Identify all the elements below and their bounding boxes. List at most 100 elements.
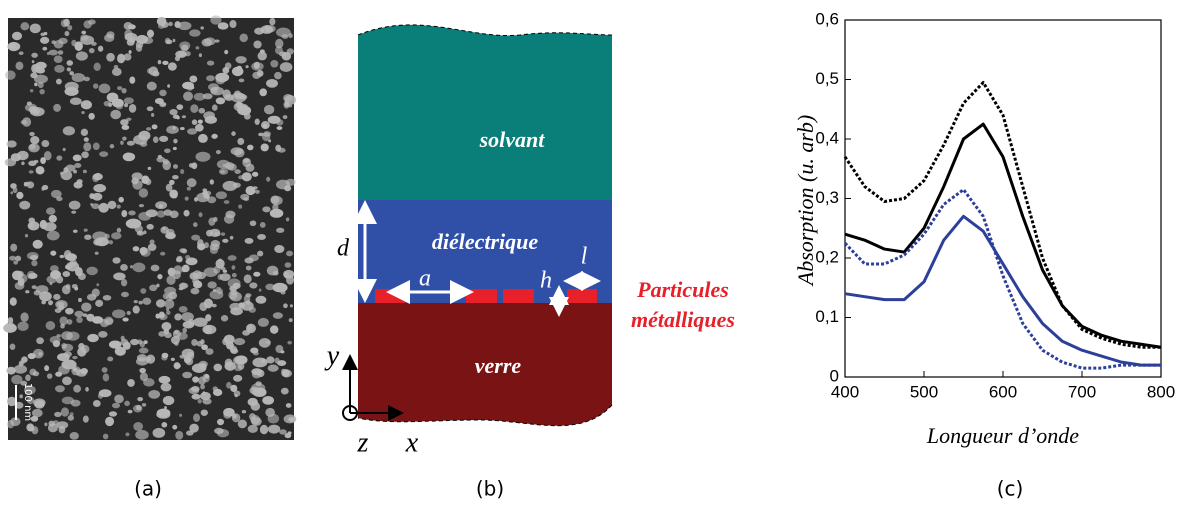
sem-particle (263, 104, 275, 115)
sem-particle (224, 49, 229, 55)
sem-particle (156, 283, 160, 288)
sem-particle (64, 30, 70, 37)
sem-particle (159, 89, 167, 97)
sem-particle (156, 408, 171, 418)
sem-particle (222, 269, 228, 273)
sem-particle (267, 424, 281, 434)
sem-particle (55, 385, 65, 393)
sem-particle (191, 234, 201, 241)
sem-particle (169, 210, 179, 219)
particle (503, 289, 534, 303)
sem-particle (241, 410, 247, 414)
sem-particle (61, 331, 73, 341)
sem-particle (258, 288, 262, 292)
sem-particle (29, 89, 34, 93)
sem-particle (278, 51, 287, 57)
sem-particle (62, 270, 71, 278)
sem-particle (82, 415, 89, 423)
sem-particle (246, 300, 251, 305)
sem-particle (249, 386, 260, 395)
sem-particle (277, 147, 286, 153)
sem-particle (82, 169, 87, 174)
sem-particle (26, 101, 32, 106)
sem-particle (143, 340, 148, 345)
sem-particle (150, 264, 160, 272)
sem-particle (120, 338, 129, 346)
sem-particle (121, 209, 128, 218)
sem-particle (102, 373, 110, 382)
sem-particle (212, 388, 223, 397)
sem-particle (156, 156, 166, 163)
x-tick-label: 500 (910, 382, 938, 401)
sem-particle (15, 61, 24, 71)
sem-particle (71, 366, 81, 376)
sem-particle (204, 37, 216, 46)
sem-particle (174, 341, 179, 346)
sem-particle (140, 247, 151, 257)
sem-particle (256, 250, 264, 257)
sem-particle (168, 21, 173, 27)
sem-particle (223, 214, 235, 224)
sem-particle (78, 297, 82, 303)
sem-particle (81, 302, 92, 312)
sem-particle (281, 34, 289, 40)
sem-particle (43, 31, 48, 36)
sem-particle (168, 291, 178, 300)
sem-particle (89, 193, 95, 200)
sem-particle (228, 290, 238, 300)
sem-particle (72, 355, 78, 360)
sem-particle (222, 163, 227, 168)
sem-particle (126, 39, 135, 46)
sem-particle (80, 34, 89, 41)
sem-particle (98, 83, 111, 94)
sem-particle (244, 237, 254, 244)
sem-particle (124, 103, 129, 108)
sem-particle (186, 352, 195, 360)
sem-particle (63, 249, 72, 260)
sem-particle (157, 60, 162, 65)
sem-particle (110, 109, 122, 120)
sem-particle (122, 317, 129, 322)
sem-particle (237, 137, 245, 146)
sem-particle (280, 290, 286, 295)
sem-particle (260, 143, 269, 152)
sem-particle (99, 151, 109, 158)
y-tick-label: 0,1 (815, 307, 839, 326)
sem-particle (187, 128, 198, 135)
sem-particle (166, 228, 175, 237)
sem-particle (132, 246, 140, 252)
sem-particle (143, 230, 147, 235)
sem-particle (191, 339, 198, 347)
sem-particle (81, 151, 89, 159)
sem-particle (192, 280, 203, 289)
sem-particle (57, 353, 70, 362)
sem-particle (160, 251, 166, 256)
cut-line (357, 404, 613, 427)
sem-particle (11, 374, 23, 385)
sem-particle (41, 140, 50, 148)
sem-particle (222, 66, 230, 74)
sem-particle (203, 267, 218, 278)
sem-particle (209, 246, 219, 255)
sem-particle (18, 361, 24, 367)
sem-particle (256, 70, 264, 77)
sem-particle (29, 23, 41, 34)
sem-particle (162, 395, 175, 406)
sem-particle (245, 265, 252, 271)
sem-particle (126, 140, 135, 146)
sem-particle (138, 203, 145, 208)
sem-particle (121, 124, 130, 130)
sem-particle (48, 49, 58, 56)
sem-particle (7, 41, 21, 52)
sem-particle (113, 64, 119, 69)
sem-particle (281, 368, 286, 375)
sem-particle (257, 317, 269, 327)
sem-particle (139, 372, 148, 382)
sem-particle (216, 286, 221, 290)
sem-particle (192, 376, 200, 383)
sem-particle (167, 84, 171, 88)
sem-particle (166, 125, 179, 134)
sem-particle (267, 413, 280, 424)
sem-particle (135, 41, 144, 48)
sem-particle (289, 304, 293, 308)
